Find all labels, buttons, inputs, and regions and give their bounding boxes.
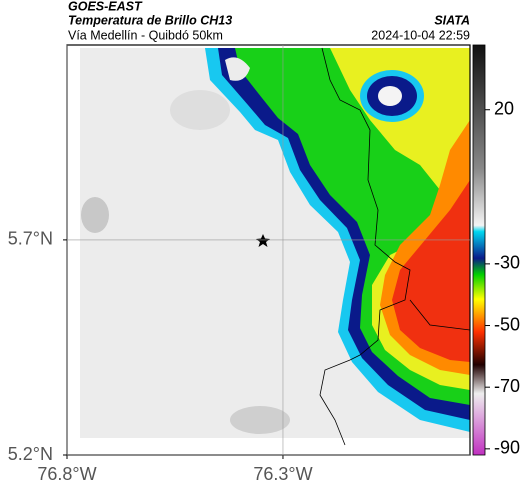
texture bbox=[170, 90, 230, 130]
band-red bbox=[392, 180, 470, 362]
cold-core bbox=[378, 86, 402, 106]
y-tick-label: 5.2°N bbox=[8, 444, 53, 464]
colorbar-label: -50 bbox=[494, 314, 520, 334]
timestamp: 2024-10-04 22:59 bbox=[371, 28, 470, 42]
x-tick-label: 76.8°W bbox=[37, 464, 96, 484]
x-tick-label: 76.3°W bbox=[253, 464, 312, 484]
location-marker bbox=[256, 234, 270, 247]
texture bbox=[81, 197, 109, 233]
texture bbox=[230, 406, 290, 434]
colorbar-label: -30 bbox=[494, 253, 520, 273]
boundary bbox=[319, 47, 411, 446]
colorbar-label: -70 bbox=[494, 376, 520, 396]
boundary bbox=[409, 299, 470, 331]
colorbar bbox=[472, 44, 486, 456]
imagery bbox=[80, 47, 470, 446]
source: SIATA bbox=[434, 13, 470, 27]
colorbar-label: -90 bbox=[494, 438, 520, 458]
title: GOES-EAST bbox=[68, 0, 143, 13]
y-tick-label: 5.7°N bbox=[8, 229, 53, 249]
clear-patch bbox=[225, 57, 250, 81]
region: Vía Medellín - Quibdó 50km bbox=[68, 28, 223, 42]
subtitle: Temperatura de Brillo CH13 bbox=[68, 13, 232, 27]
colorbar-label: 20 bbox=[494, 98, 514, 118]
